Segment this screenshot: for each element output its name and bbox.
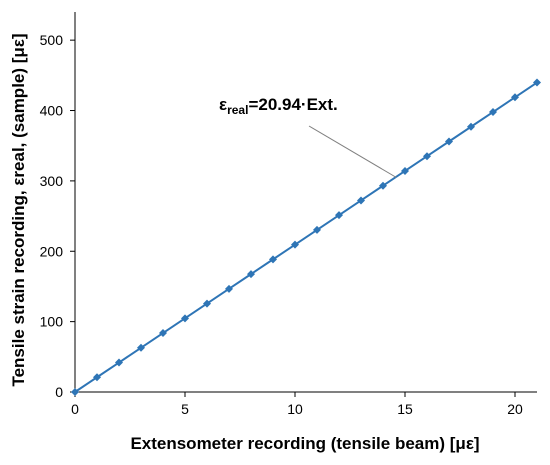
y-tick-label: 0 xyxy=(55,384,63,400)
x-tick-label: 20 xyxy=(507,401,523,417)
data-point xyxy=(313,225,321,234)
data-point xyxy=(115,358,123,367)
axes xyxy=(74,12,537,393)
y-axis-title: Tensile strain recording, εreal, (sample… xyxy=(9,33,28,386)
x-tick-label: 15 xyxy=(397,401,413,417)
annotation-leader-line xyxy=(308,125,397,178)
x-axis-title: Extensometer recording (tensile beam) [μ… xyxy=(130,434,479,453)
data-point xyxy=(93,373,101,382)
data-point xyxy=(357,196,365,205)
data-point xyxy=(445,137,453,146)
data-point xyxy=(489,108,497,117)
y-tick-label: 300 xyxy=(40,173,64,189)
data-point xyxy=(225,284,233,293)
data-point xyxy=(71,388,79,396)
x-tick-label: 0 xyxy=(71,401,79,417)
annotation-equation: =20.94·Ext. xyxy=(248,95,337,114)
data-point xyxy=(423,152,431,161)
data-point xyxy=(291,240,299,249)
annotation-subscript: real xyxy=(227,103,248,117)
annotation: εreal=20.94·Ext. xyxy=(219,95,397,178)
y-tick-label: 500 xyxy=(40,32,64,48)
x-ticks: 0 5 10 15 20 xyxy=(71,392,523,417)
x-tick-label: 5 xyxy=(181,401,189,417)
data-point xyxy=(203,299,211,308)
series-line xyxy=(74,81,538,393)
data-point xyxy=(467,122,475,131)
series-group xyxy=(71,78,541,396)
x-tick-label: 10 xyxy=(287,401,303,417)
data-point xyxy=(181,314,189,323)
data-point xyxy=(401,166,409,175)
data-point xyxy=(379,181,387,190)
data-point xyxy=(533,78,541,87)
data-point xyxy=(511,93,519,102)
data-point xyxy=(269,255,277,264)
data-point xyxy=(335,211,343,220)
data-point xyxy=(247,270,255,279)
data-point xyxy=(137,343,145,352)
y-tick-label: 100 xyxy=(40,314,64,330)
annotation-epsilon: ε xyxy=(219,95,227,114)
y-tick-label: 400 xyxy=(40,103,64,119)
annotation-label: εreal=20.94·Ext. xyxy=(219,95,338,117)
y-tick-label: 200 xyxy=(40,243,64,259)
y-ticks: 0 100 200 300 400 500 xyxy=(40,32,75,400)
data-point xyxy=(159,329,167,338)
